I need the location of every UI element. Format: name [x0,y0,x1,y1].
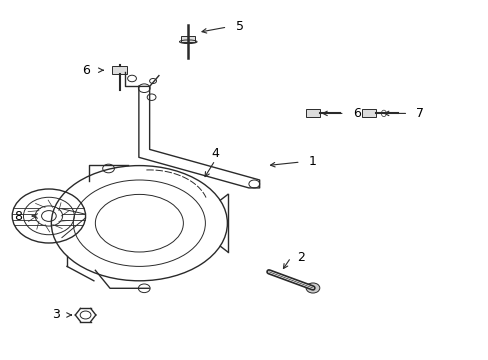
Text: 5: 5 [235,21,243,33]
Text: 7: 7 [415,107,423,120]
Text: 1: 1 [308,156,316,168]
Text: 6: 6 [352,107,360,120]
Bar [181,36,195,42]
Text: 2: 2 [296,251,304,264]
Text: 4: 4 [211,147,219,159]
Bar [305,109,319,117]
Circle shape [305,283,319,293]
Text: 6: 6 [81,64,89,77]
Text: 3: 3 [52,309,60,321]
Text: 8: 8 [15,210,22,222]
Bar [112,66,127,74]
Bar [362,109,375,117]
